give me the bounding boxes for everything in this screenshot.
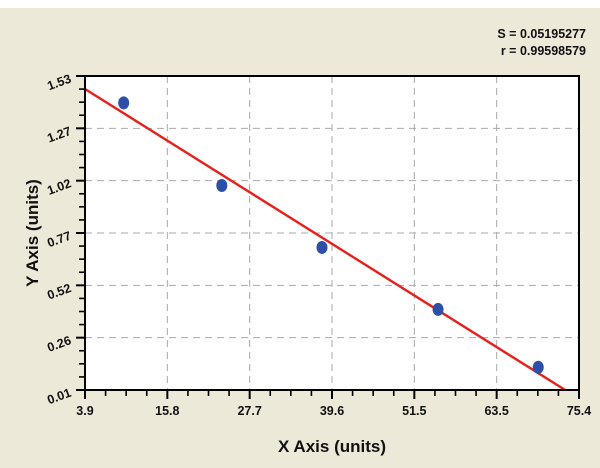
data-point [118,96,130,110]
y-tick-label: 1.53 [45,72,73,93]
data-point [532,360,544,374]
x-tick-label: 39.6 [320,404,344,418]
plot-border [84,75,580,391]
x-tick-label: 3.9 [76,404,93,418]
x-tick-label: 15.8 [155,404,179,418]
fit-statistics: S = 0.05195277 r = 0.99598579 [497,26,586,60]
x-axis-title: X Axis (units) [278,437,386,456]
x-tick-label: 27.7 [237,404,261,418]
x-tick-labels: 3.9 15.8 27.7 39.6 51.5 63.5 75.4 [76,404,591,418]
y-tick-label: 0.52 [45,281,73,302]
y-tick-label: 0.77 [45,229,73,250]
correlation-label: r = 0.99598579 [500,44,586,58]
data-point [316,240,328,254]
regression-line [84,87,566,392]
x-tick-label: 63.5 [484,404,508,418]
gridlines [85,76,579,390]
y-axis-title: Y Axis (units) [23,179,42,287]
y-tick-label: 0.01 [45,386,73,407]
y-tick-label: 1.27 [45,124,73,145]
y-tick-label: 1.02 [45,176,73,197]
y-tick-label: 0.26 [45,333,73,354]
std-error-label: S = 0.05195277 [497,27,586,41]
data-point [432,302,444,316]
x-tick-label: 75.4 [567,404,591,418]
x-tick-label: 51.5 [402,404,426,418]
data-point [216,178,228,192]
y-tick-labels: 0.01 0.26 0.52 0.77 1.02 1.27 1.53 [45,72,73,407]
data-points [118,96,544,374]
